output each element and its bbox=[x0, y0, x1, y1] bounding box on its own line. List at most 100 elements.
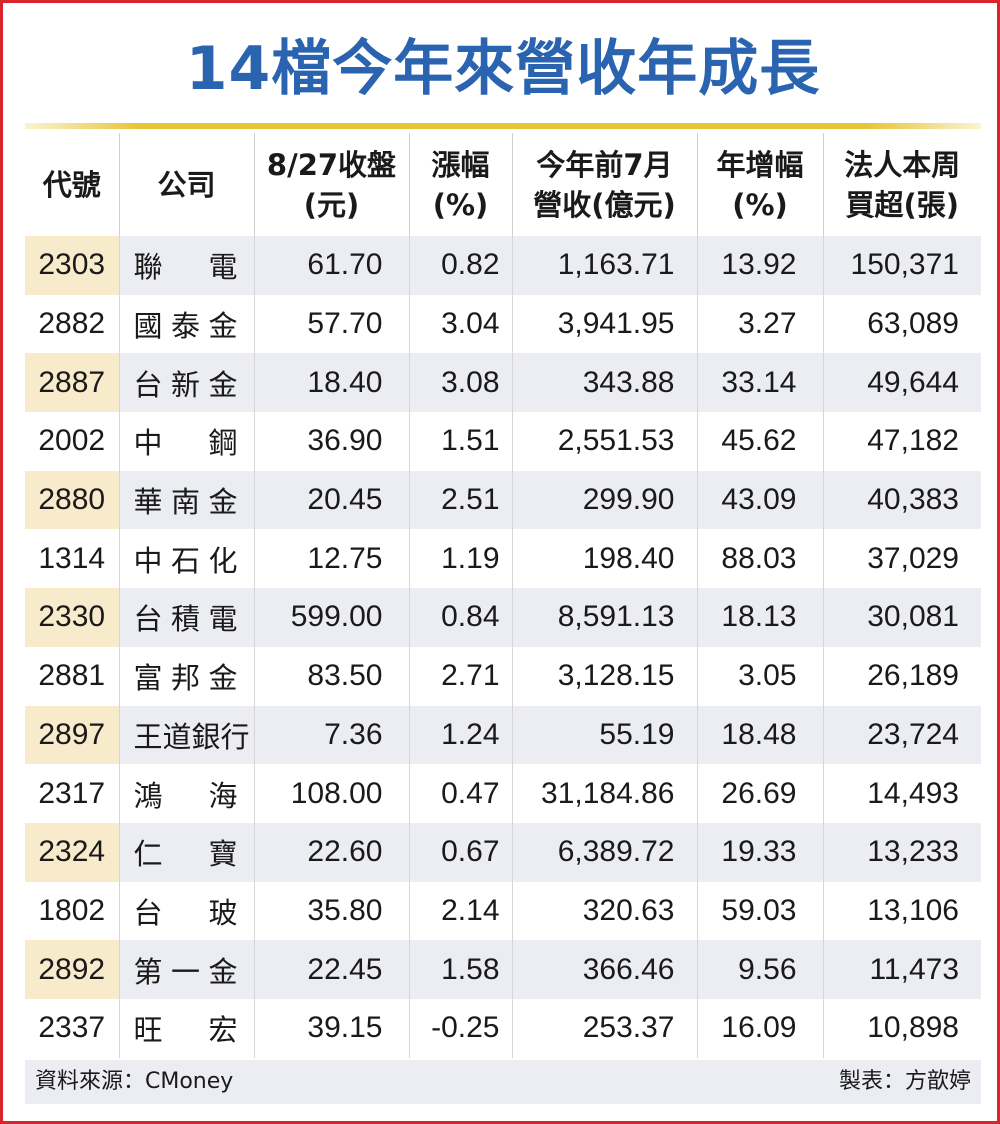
cell-yoy: 33.14 bbox=[696, 353, 823, 413]
cell-revenue: 198.40 bbox=[511, 529, 697, 589]
cell-net-buy: 30,081 bbox=[822, 588, 981, 647]
table-row: 2882 國泰金 57.70 3.04 3,941.95 3.27 63,089 bbox=[25, 294, 981, 354]
cell-code: 2882 bbox=[25, 294, 119, 354]
cell-change: 0.82 bbox=[408, 236, 512, 295]
cell-company: 華南金 bbox=[118, 470, 254, 530]
cell-revenue: 366.46 bbox=[511, 940, 697, 999]
cell-company: 王道銀行 bbox=[118, 705, 254, 765]
header-change-line1: 漲幅 bbox=[431, 147, 490, 182]
footer-bar: 資料來源：CMoney 製表：方歆婷 bbox=[25, 1060, 981, 1104]
cell-change: 1.19 bbox=[408, 529, 512, 589]
cell-net-buy: 23,724 bbox=[822, 705, 981, 765]
cell-net-buy: 49,644 bbox=[822, 353, 981, 413]
table-row: 2330 台積電 599.00 0.84 8,591.13 18.13 30,081 bbox=[25, 588, 981, 647]
cell-code: 2324 bbox=[25, 822, 119, 882]
header-revenue-line1: 今年前7月 bbox=[536, 147, 673, 182]
cell-company: 第一金 bbox=[118, 940, 254, 999]
cell-revenue: 253.37 bbox=[511, 998, 697, 1058]
cell-change: 2.71 bbox=[408, 646, 512, 706]
cell-company: 國泰金 bbox=[118, 294, 254, 354]
cell-code: 1314 bbox=[25, 529, 119, 589]
cell-change: -0.25 bbox=[408, 998, 512, 1058]
cell-company: 旺 宏 bbox=[118, 998, 254, 1058]
header-netbuy-line2: 買超(張) bbox=[845, 187, 959, 222]
cell-close-price: 57.70 bbox=[253, 294, 409, 354]
cell-code: 2002 bbox=[25, 412, 119, 471]
cell-code: 2881 bbox=[25, 646, 119, 706]
header-change: 漲幅 (%) bbox=[408, 133, 512, 236]
cell-yoy: 16.09 bbox=[696, 998, 823, 1058]
cell-net-buy: 40,383 bbox=[822, 470, 981, 530]
cell-code: 2317 bbox=[25, 764, 119, 823]
header-company: 公司 bbox=[118, 133, 254, 236]
table-row: 1314 中石化 12.75 1.19 198.40 88.03 37,029 bbox=[25, 529, 981, 589]
cell-yoy: 59.03 bbox=[696, 881, 823, 941]
table-row: 2887 台新金 18.40 3.08 343.88 33.14 49,644 bbox=[25, 353, 981, 413]
title-divider bbox=[25, 123, 981, 129]
cell-close-price: 22.60 bbox=[253, 822, 409, 882]
header-yoy: 年增幅 (%) bbox=[696, 133, 823, 236]
cell-yoy: 13.92 bbox=[696, 236, 823, 295]
cell-close-price: 108.00 bbox=[253, 764, 409, 823]
table-row: 2002 中 鋼 36.90 1.51 2,551.53 45.62 47,182 bbox=[25, 412, 981, 471]
cell-change: 2.14 bbox=[408, 881, 512, 941]
maker-note: 製表：方歆婷 bbox=[838, 1069, 971, 1094]
cell-company: 中 鋼 bbox=[118, 412, 254, 471]
cell-revenue: 3,941.95 bbox=[511, 294, 697, 354]
cell-change: 1.58 bbox=[408, 940, 512, 999]
header-close-line1: 8/27收盤 bbox=[266, 147, 397, 182]
cell-change: 1.24 bbox=[408, 705, 512, 765]
cell-net-buy: 14,493 bbox=[822, 764, 981, 823]
table-row: 2324 仁 寶 22.60 0.67 6,389.72 19.33 13,233 bbox=[25, 822, 981, 882]
table-row: 2303 聯 電 61.70 0.82 1,163.71 13.92 150,371 bbox=[25, 236, 981, 295]
cell-change: 0.47 bbox=[408, 764, 512, 823]
header-revenue: 今年前7月 營收(億元) bbox=[511, 133, 697, 236]
cell-net-buy: 13,233 bbox=[822, 822, 981, 882]
cell-close-price: 599.00 bbox=[253, 588, 409, 647]
cell-close-price: 18.40 bbox=[253, 353, 409, 413]
cell-company: 台積電 bbox=[118, 588, 254, 647]
cell-revenue: 1,163.71 bbox=[511, 236, 697, 295]
cell-revenue: 31,184.86 bbox=[511, 764, 697, 823]
cell-change: 0.67 bbox=[408, 822, 512, 882]
cell-close-price: 12.75 bbox=[253, 529, 409, 589]
cell-yoy: 18.13 bbox=[696, 588, 823, 647]
cell-revenue: 2,551.53 bbox=[511, 412, 697, 471]
header-net-buy: 法人本周 買超(張) bbox=[822, 133, 981, 236]
cell-company: 富邦金 bbox=[118, 646, 254, 706]
table-row: 2317 鴻 海 108.00 0.47 31,184.86 26.69 14,493 bbox=[25, 764, 981, 823]
header-code: 代號 bbox=[25, 133, 119, 236]
header-yoy-line1: 年增幅 bbox=[716, 147, 804, 182]
cell-close-price: 22.45 bbox=[253, 940, 409, 999]
cell-yoy: 19.33 bbox=[696, 822, 823, 882]
cell-yoy: 45.62 bbox=[696, 412, 823, 471]
cell-net-buy: 11,473 bbox=[822, 940, 981, 999]
cell-yoy: 88.03 bbox=[696, 529, 823, 589]
cell-company: 鴻 海 bbox=[118, 764, 254, 823]
header-revenue-line2: 營收(億元) bbox=[533, 187, 676, 222]
cell-close-price: 61.70 bbox=[253, 236, 409, 295]
cell-company: 仁 寶 bbox=[118, 822, 254, 882]
cell-yoy: 3.27 bbox=[696, 294, 823, 354]
cell-close-price: 83.50 bbox=[253, 646, 409, 706]
table-row: 2897 王道銀行 7.36 1.24 55.19 18.48 23,724 bbox=[25, 705, 981, 765]
revenue-growth-table: 代號 公司 8/27收盤 (元) 漲幅 (%) 今年前7月 營收(億元) bbox=[25, 133, 981, 1058]
header-change-line2: (%) bbox=[432, 187, 489, 222]
cell-revenue: 6,389.72 bbox=[511, 822, 697, 882]
header-close-price: 8/27收盤 (元) bbox=[253, 133, 409, 236]
header-company-line1: 公司 bbox=[157, 167, 216, 202]
cell-revenue: 55.19 bbox=[511, 705, 697, 765]
cell-company: 台 玻 bbox=[118, 881, 254, 941]
table-row: 2337 旺 宏 39.15 -0.25 253.37 16.09 10,898 bbox=[25, 998, 981, 1058]
cell-yoy: 43.09 bbox=[696, 470, 823, 530]
cell-company: 聯 電 bbox=[118, 236, 254, 295]
cell-revenue: 343.88 bbox=[511, 353, 697, 413]
table-row: 1802 台 玻 35.80 2.14 320.63 59.03 13,106 bbox=[25, 881, 981, 941]
cell-yoy: 18.48 bbox=[696, 705, 823, 765]
cell-revenue: 299.90 bbox=[511, 470, 697, 530]
cell-code: 2337 bbox=[25, 998, 119, 1058]
header-yoy-line2: (%) bbox=[732, 187, 788, 222]
cell-net-buy: 47,182 bbox=[822, 412, 981, 471]
cell-code: 2887 bbox=[25, 353, 119, 413]
